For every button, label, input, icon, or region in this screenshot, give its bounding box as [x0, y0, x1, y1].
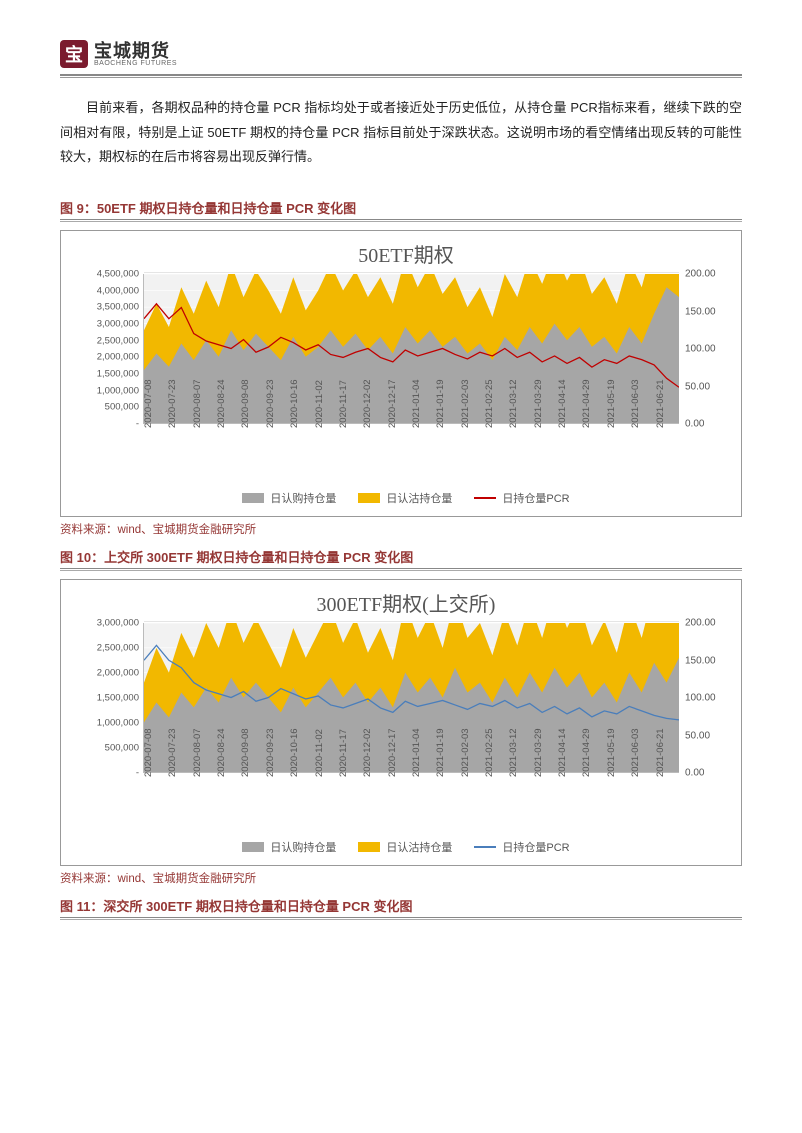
legend-label: 日认购持仓量: [270, 839, 336, 855]
legend-label: 日持仓量PCR: [502, 839, 569, 855]
legend-label: 日认购持仓量: [270, 490, 336, 506]
fig9-chart: 50ETF期权 4,500,0004,000,0003,500,0003,000…: [60, 230, 742, 517]
header-rule-thin: [60, 77, 742, 78]
logo-cn: 宝城期货: [94, 42, 177, 60]
fig10-legend: 日认购持仓量 日认沽持仓量 日持仓量PCR: [85, 839, 727, 855]
fig9-caption: 图 9：50ETF 期权日持仓量和日持仓量 PCR 变化图: [60, 198, 742, 217]
body-paragraph: 目前来看，各期权品种的持仓量 PCR 指标均处于或者接近处于历史低位，从持仓量 …: [60, 96, 742, 170]
header-rule: [60, 74, 742, 76]
legend-label: 日认沽持仓量: [386, 839, 452, 855]
divider: [60, 917, 742, 918]
fig9-left-axis: 4,500,0004,000,0003,500,0003,000,0002,50…: [85, 274, 143, 424]
legend-label: 日认沽持仓量: [386, 490, 452, 506]
fig9-source: 资料来源：wind、宝城期货金融研究所: [60, 521, 742, 537]
fig10-chart: 300ETF期权(上交所) 3,000,0002,500,0002,000,00…: [60, 579, 742, 866]
swatch-call: [242, 493, 264, 503]
fig9-right-axis: 200.00150.00100.0050.000.00: [679, 274, 727, 424]
divider: [60, 221, 742, 222]
logo-text: 宝城期货 BAOCHENG FUTURES: [94, 42, 177, 67]
fig9-legend: 日认购持仓量 日认沽持仓量 日持仓量PCR: [85, 490, 727, 506]
logo-en: BAOCHENG FUTURES: [94, 60, 177, 67]
divider: [60, 568, 742, 569]
divider: [60, 919, 742, 920]
swatch-put: [358, 493, 380, 503]
swatch-pcr: [474, 497, 496, 499]
fig10-caption: 图 10：上交所 300ETF 期权日持仓量和日持仓量 PCR 变化图: [60, 547, 742, 566]
swatch-call: [242, 842, 264, 852]
logo-icon: 宝: [60, 40, 88, 68]
fig9-x-axis: 2020-07-082020-07-232020-08-072020-08-24…: [143, 424, 679, 486]
divider: [60, 570, 742, 571]
fig11-caption: 图 11：深交所 300ETF 期权日持仓量和日持仓量 PCR 变化图: [60, 896, 742, 915]
swatch-put: [358, 842, 380, 852]
fig9-title: 50ETF期权: [85, 239, 727, 268]
fig10-right-axis: 200.00150.00100.0050.000.00: [679, 623, 727, 773]
legend-label: 日持仓量PCR: [502, 490, 569, 506]
fig10-left-axis: 3,000,0002,500,0002,000,0001,500,0001,00…: [85, 623, 143, 773]
fig10-x-axis: 2020-07-082020-07-232020-08-072020-08-24…: [143, 773, 679, 835]
fig10-source: 资料来源：wind、宝城期货金融研究所: [60, 870, 742, 886]
divider: [60, 219, 742, 220]
fig10-title: 300ETF期权(上交所): [85, 588, 727, 617]
swatch-pcr: [474, 846, 496, 848]
page-header: 宝 宝城期货 BAOCHENG FUTURES: [60, 40, 742, 68]
